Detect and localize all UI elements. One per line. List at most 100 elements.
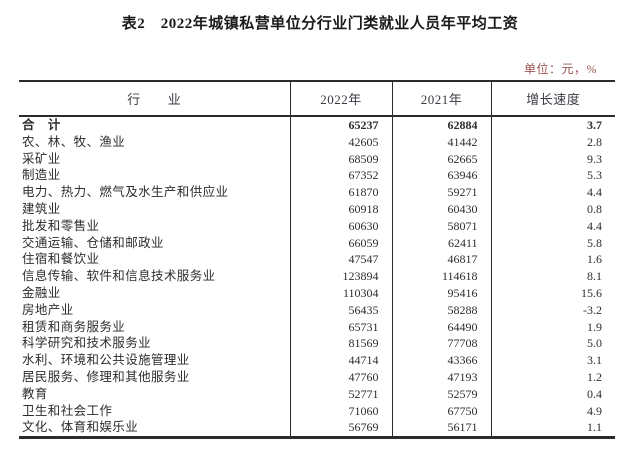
growth-cell: 1.6 xyxy=(490,251,615,269)
value-2022-cell: 47547 xyxy=(289,251,392,269)
growth-cell: -3.2 xyxy=(490,301,615,319)
value-2021-cell: 67750 xyxy=(391,402,491,420)
table-row: 采矿业 68509 62665 9.3 xyxy=(19,150,615,168)
value-2022-cell: 110304 xyxy=(289,284,392,302)
col-header-2022: 2022年 xyxy=(289,81,392,117)
growth-cell: 3.7 xyxy=(490,116,615,134)
industry-cell: 水利、环境和公共设施管理业 xyxy=(22,353,190,368)
table-row: 金融业 110304 95416 15.6 xyxy=(19,284,615,302)
table-row: 教育 52771 52579 0.4 xyxy=(19,385,615,403)
growth-cell: 9.3 xyxy=(490,150,615,168)
value-2021-cell: 47193 xyxy=(391,368,491,386)
value-2021-cell: 41442 xyxy=(391,133,491,151)
industry-cell: 交通运输、仓储和邮政业 xyxy=(22,235,164,250)
growth-cell: 1.1 xyxy=(490,419,615,438)
value-2021-cell: 63946 xyxy=(391,167,491,185)
industry-cell: 房地产业 xyxy=(22,302,74,317)
growth-cell: 2.8 xyxy=(490,133,615,151)
growth-cell: 5.3 xyxy=(490,167,615,185)
value-2022-cell: 56769 xyxy=(289,419,392,438)
value-2021-cell: 59271 xyxy=(391,184,491,201)
value-2022-cell: 66059 xyxy=(289,234,392,252)
table-row: 制造业 67352 63946 5.3 xyxy=(19,167,615,185)
industry-cell: 采矿业 xyxy=(22,151,61,166)
value-2022-cell: 60918 xyxy=(289,200,392,218)
growth-cell: 0.4 xyxy=(490,385,615,403)
table-body: 合 计 65237 62884 3.7 农、林、牧、渔业 42605 41442 2.8 采矿业… xyxy=(19,116,615,438)
value-2021-cell: 52579 xyxy=(391,385,491,403)
value-2021-cell: 58071 xyxy=(391,217,491,235)
table-row: 电力、热力、燃气及水生产和供应业 61870 59271 4.4 xyxy=(19,184,615,201)
table-row: 建筑业 60918 60430 0.8 xyxy=(19,200,615,218)
growth-cell: 4.9 xyxy=(490,402,615,420)
growth-cell: 0.8 xyxy=(490,200,615,218)
table-row: 居民服务、修理和其他服务业 47760 47193 1.2 xyxy=(19,368,615,386)
growth-cell: 1.2 xyxy=(490,368,615,386)
value-2021-cell: 46817 xyxy=(391,251,491,269)
industry-cell: 教育 xyxy=(22,386,48,401)
growth-cell: 3.1 xyxy=(490,352,615,369)
wage-table: 行 业 2022年 2021年 增长速度 合 计 65237 62884 3.7 农、林… xyxy=(19,80,615,440)
unit-label: 单位：元，% xyxy=(524,62,597,76)
table-row: 住宿和餐饮业 47547 46817 1.6 xyxy=(19,251,615,269)
table-row: 水利、环境和公共设施管理业 44714 43366 3.1 xyxy=(19,352,615,369)
value-2021-cell: 43366 xyxy=(391,352,491,369)
growth-cell: 5.8 xyxy=(490,234,615,252)
industry-cell: 科学研究和技术服务业 xyxy=(22,336,152,351)
industry-cell: 信息传输、软件和信息技术服务业 xyxy=(22,269,216,284)
industry-cell: 金融业 xyxy=(22,285,61,300)
value-2021-cell: 58288 xyxy=(391,301,491,319)
table-row: 租赁和商务服务业 65731 64490 1.9 xyxy=(19,318,615,336)
value-2022-cell: 68509 xyxy=(289,150,392,168)
col-header-growth: 增长速度 xyxy=(490,81,615,117)
value-2022-cell: 65237 xyxy=(289,116,392,134)
value-2021-cell: 62665 xyxy=(391,150,491,168)
value-2021-cell: 77708 xyxy=(391,335,491,353)
table-row: 批发和零售业 60630 58071 4.4 xyxy=(19,217,615,235)
industry-cell: 合 计 xyxy=(22,118,61,132)
industry-cell: 批发和零售业 xyxy=(22,218,100,233)
table-row: 信息传输、软件和信息技术服务业 123894 114618 8.1 xyxy=(19,268,615,285)
table-row: 卫生和社会工作 71060 67750 4.9 xyxy=(19,402,615,420)
value-2022-cell: 52771 xyxy=(289,385,392,403)
table-row: 房地产业 56435 58288 -3.2 xyxy=(19,301,615,319)
value-2022-cell: 67352 xyxy=(289,167,392,185)
industry-cell: 居民服务、修理和其他服务业 xyxy=(22,369,190,384)
table-title: 表2 2022年城镇私营单位分行业门类就业人员年平均工资 xyxy=(121,16,519,32)
value-2022-cell: 123894 xyxy=(289,268,392,285)
value-2022-cell: 56435 xyxy=(289,301,392,319)
table-row: 合 计 65237 62884 3.7 xyxy=(19,116,615,134)
value-2021-cell: 62884 xyxy=(391,116,491,134)
industry-cell: 住宿和餐饮业 xyxy=(22,252,100,267)
value-2021-cell: 60430 xyxy=(391,200,491,218)
value-2021-cell: 56171 xyxy=(391,419,491,438)
table-row: 科学研究和技术服务业 81569 77708 5.0 xyxy=(19,335,615,353)
industry-cell: 建筑业 xyxy=(22,201,61,216)
growth-cell: 15.6 xyxy=(490,284,615,302)
value-2022-cell: 81569 xyxy=(289,335,392,353)
value-2022-cell: 65731 xyxy=(289,318,392,336)
industry-cell: 农、林、牧、渔业 xyxy=(22,134,126,149)
col-header-2021: 2021年 xyxy=(391,81,491,117)
industry-cell: 租赁和商务服务业 xyxy=(22,319,126,334)
industry-cell: 制造业 xyxy=(22,168,61,183)
value-2021-cell: 95416 xyxy=(391,284,491,302)
col-header-industry: 行 业 xyxy=(19,81,290,117)
table-row: 交通运输、仓储和邮政业 66059 62411 5.8 xyxy=(19,234,615,252)
growth-cell: 8.1 xyxy=(490,268,615,285)
value-2022-cell: 42605 xyxy=(289,133,392,151)
table-row: 文化、体育和娱乐业 56769 56171 1.1 xyxy=(19,419,615,438)
value-2022-cell: 47760 xyxy=(289,368,392,386)
value-2022-cell: 61870 xyxy=(289,184,392,201)
value-2021-cell: 64490 xyxy=(391,318,491,336)
industry-cell: 卫生和社会工作 xyxy=(22,403,113,418)
value-2022-cell: 60630 xyxy=(289,217,392,235)
value-2022-cell: 71060 xyxy=(289,402,392,420)
growth-cell: 4.4 xyxy=(490,184,615,201)
growth-cell: 5.0 xyxy=(490,335,615,353)
growth-cell: 1.9 xyxy=(490,318,615,336)
value-2022-cell: 44714 xyxy=(289,352,392,369)
value-2021-cell: 114618 xyxy=(391,268,491,285)
industry-cell: 文化、体育和娱乐业 xyxy=(22,420,139,435)
